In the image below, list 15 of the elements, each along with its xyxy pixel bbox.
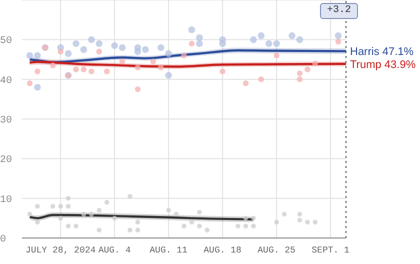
y-tick-label: 40 [0, 76, 12, 87]
y-tick-label: 20 [0, 155, 12, 166]
value-badge: +3.2 [320, 3, 358, 19]
y-tick-label: 10 [0, 194, 12, 206]
y-tick-label: 0 [0, 234, 6, 246]
series-label: Trump 43.9% [350, 58, 416, 71]
y-tick-label: 30 [0, 116, 12, 127]
x-tick-label: JULY 28, 2024 [25, 245, 96, 256]
x-tick-label: AUG. 18 [204, 245, 242, 256]
y-tick-label: 50 [0, 36, 12, 48]
x-tick-label: SEPT. 1 [312, 245, 350, 256]
series-label: Harris 47.1% [350, 46, 414, 58]
x-tick-label: AUG. 11 [150, 245, 188, 256]
x-tick-label: AUG. 4 [98, 245, 131, 256]
x-tick-label: AUG. 25 [258, 245, 296, 256]
